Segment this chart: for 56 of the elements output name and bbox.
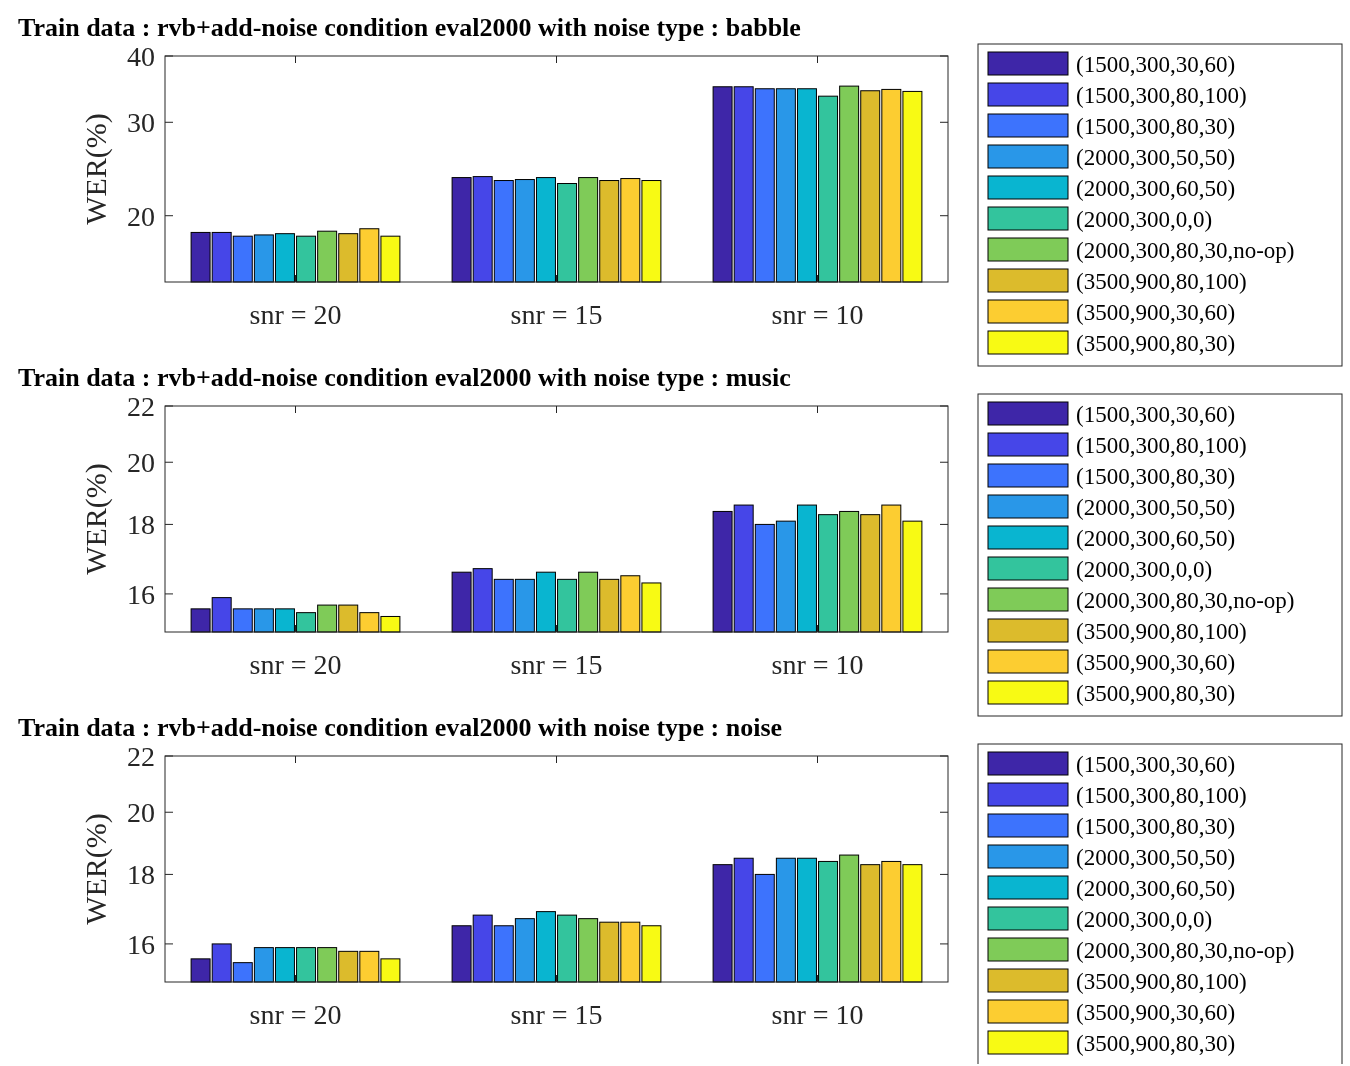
legend-label: (3500,900,80,30) [1076, 331, 1236, 356]
y-tick-label: 16 [127, 928, 155, 960]
legend-label: (2000,300,60,50) [1076, 176, 1236, 201]
y-tick-label: 22 [127, 391, 155, 422]
legend-label: (1500,300,80,30) [1076, 814, 1236, 839]
legend-label: (2000,300,0,0) [1076, 907, 1213, 932]
legend-label: (1500,300,30,60) [1076, 52, 1236, 77]
y-tick-label: 40 [127, 41, 155, 72]
chart-title: Train data : rvb+add-noise condition eval2000 with noise type : babble [18, 13, 801, 42]
legend-label: (1500,300,80,30) [1076, 114, 1236, 139]
x-tick-label: snr = 20 [249, 649, 342, 680]
legend-label: (2000,300,0,0) [1076, 557, 1213, 582]
legend-label: (3500,900,30,60) [1076, 1000, 1236, 1025]
y-tick-label: 20 [127, 797, 155, 829]
legend-label: (3500,900,80,100) [1076, 619, 1247, 644]
y-axis-title: WER(%) [79, 813, 113, 925]
legend-label: (1500,300,30,60) [1076, 402, 1236, 427]
legend-label: (1500,300,80,30) [1076, 464, 1236, 489]
y-tick-label: 16 [127, 578, 155, 610]
y-axis-title: WER(%) [79, 113, 113, 225]
y-tick-label: 18 [127, 509, 155, 541]
legend-label: (1500,300,80,100) [1076, 433, 1247, 458]
legend-label: (2000,300,50,50) [1076, 495, 1236, 520]
legend-label: (1500,300,80,100) [1076, 83, 1247, 108]
legend-label: (2000,300,0,0) [1076, 207, 1213, 232]
x-tick-label: snr = 10 [771, 649, 864, 680]
legend-label: (2000,300,80,30,no-op) [1076, 938, 1295, 963]
x-tick-label: snr = 10 [771, 999, 864, 1030]
x-tick-label: snr = 10 [771, 299, 864, 330]
chart-title: Train data : rvb+add-noise condition eval2000 with noise type : music [18, 363, 791, 392]
legend-label: (1500,300,30,60) [1076, 752, 1236, 777]
legend-label: (2000,300,50,50) [1076, 845, 1236, 870]
legend-label: (2000,300,60,50) [1076, 526, 1236, 551]
y-tick-label: 20 [127, 447, 155, 479]
x-tick-label: snr = 15 [510, 299, 603, 330]
x-tick-label: snr = 20 [249, 999, 342, 1030]
legend-label: (3500,900,80,100) [1076, 969, 1247, 994]
x-tick-label: snr = 15 [510, 999, 603, 1030]
x-tick-label: snr = 15 [510, 649, 603, 680]
legend-label: (1500,300,80,100) [1076, 783, 1247, 808]
legend-label: (3500,900,30,60) [1076, 300, 1236, 325]
y-tick-label: 18 [127, 859, 155, 891]
legend-label: (2000,300,50,50) [1076, 145, 1236, 170]
legend-label: (2000,300,60,50) [1076, 876, 1236, 901]
y-tick-label: 20 [127, 200, 155, 232]
legend-label: (3500,900,80,30) [1076, 681, 1236, 706]
legend-label: (3500,900,80,100) [1076, 269, 1247, 294]
chart-title: Train data : rvb+add-noise condition eval2000 with noise type : noise [18, 713, 783, 742]
legend-label: (2000,300,80,30,no-op) [1076, 588, 1295, 613]
y-tick-label: 30 [127, 107, 155, 139]
legend-label: (3500,900,80,30) [1076, 1031, 1236, 1056]
legend-label: (2000,300,80,30,no-op) [1076, 238, 1295, 263]
legend-label: (3500,900,30,60) [1076, 650, 1236, 675]
y-tick-label: 22 [127, 741, 155, 772]
x-tick-label: snr = 20 [249, 299, 342, 330]
y-axis-title: WER(%) [79, 463, 113, 575]
